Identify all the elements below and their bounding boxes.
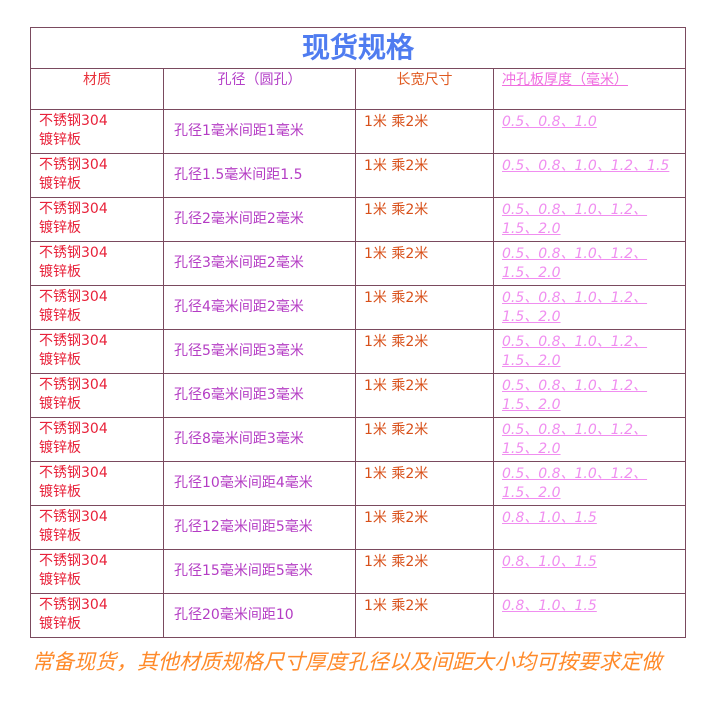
table-row: 不锈钢304 镀锌板 孔径3毫米间距2毫米 1米 乘2米 0.5、0.8、1.0、1.… — [30, 241, 687, 286]
hole-cell: 孔径1.5毫米间距1.5 — [163, 153, 356, 198]
material-cell: 不锈钢304 镀锌板 — [30, 241, 164, 286]
table-row: 不锈钢304 镀锌板 孔径8毫米间距3毫米 1米 乘2米 0.5、0.8、1.0、1.… — [30, 417, 687, 462]
spec-table: 现货规格 材质 孔径（圆孔） 长宽尺寸 冲孔板厚度（毫米） 不锈钢304 镀锌板… — [29, 27, 687, 638]
hole-cell: 孔径4毫米间距2毫米 — [163, 285, 356, 330]
hole-cell: 孔径20毫米间距10 — [163, 593, 356, 638]
table-row: 不锈钢304 镀锌板 孔径4毫米间距2毫米 1米 乘2米 0.5、0.8、1.0、1.… — [30, 285, 687, 330]
footer-note: 常备现货，其他材质规格尺寸厚度孔径以及间距大小均可按要求定做 — [32, 650, 662, 674]
size-cell: 1米 乘2米 — [355, 549, 494, 594]
header-size: 长宽尺寸 — [355, 68, 494, 110]
thickness-cell: 0.5、0.8、1.0、1.2、1.5、2.0 — [492, 197, 687, 242]
table-row: 不锈钢304 镀锌板 孔径12毫米间距5毫米 1米 乘2米 0.8、1.0、1.5 — [30, 505, 687, 550]
hole-cell: 孔径15毫米间距5毫米 — [163, 549, 356, 594]
thickness-cell: 0.5、0.8、1.0、1.2、1.5 — [492, 153, 687, 198]
size-cell: 1米 乘2米 — [355, 197, 494, 242]
size-cell: 1米 乘2米 — [355, 373, 494, 418]
hole-cell: 孔径8毫米间距3毫米 — [163, 417, 356, 462]
hole-cell: 孔径3毫米间距2毫米 — [163, 241, 356, 286]
table-row: 不锈钢304 镀锌板 孔径5毫米间距3毫米 1米 乘2米 0.5、0.8、1.0、1.… — [30, 329, 687, 374]
thickness-cell: 0.5、0.8、1.0、1.2、1.5、2.0 — [492, 417, 687, 462]
table-row: 不锈钢304 镀锌板 孔径15毫米间距5毫米 1米 乘2米 0.8、1.0、1.5 — [30, 549, 687, 594]
thickness-cell: 0.5、0.8、1.0、1.2、1.5、2.0 — [492, 373, 687, 418]
material-cell: 不锈钢304 镀锌板 — [30, 285, 164, 330]
thickness-cell: 0.5、0.8、1.0、1.2、1.5、2.0 — [492, 329, 687, 374]
material-cell: 不锈钢304 镀锌板 — [30, 373, 164, 418]
material-cell: 不锈钢304 镀锌板 — [30, 549, 164, 594]
page-content: 现货规格 材质 孔径（圆孔） 长宽尺寸 冲孔板厚度（毫米） 不锈钢304 镀锌板… — [29, 27, 687, 674]
hole-cell: 孔径1毫米间距1毫米 — [163, 109, 356, 154]
header-material: 材质 — [30, 68, 164, 110]
header-thickness: 冲孔板厚度（毫米） — [492, 68, 687, 110]
hole-cell: 孔径2毫米间距2毫米 — [163, 197, 356, 242]
thickness-cell: 0.5、0.8、1.0、1.2、1.5、2.0 — [492, 241, 687, 286]
size-cell: 1米 乘2米 — [355, 241, 494, 286]
table-row: 不锈钢304 镀锌板 孔径2毫米间距2毫米 1米 乘2米 0.5、0.8、1.0、1.… — [30, 197, 687, 242]
material-cell: 不锈钢304 镀锌板 — [30, 593, 164, 638]
hole-cell: 孔径10毫米间距4毫米 — [163, 461, 356, 506]
material-cell: 不锈钢304 镀锌板 — [30, 153, 164, 198]
hole-cell: 孔径6毫米间距3毫米 — [163, 373, 356, 418]
table-row: 不锈钢304 镀锌板 孔径1毫米间距1毫米 1米 乘2米 0.5、0.8、1.0 — [30, 109, 687, 154]
header-row: 材质 孔径（圆孔） 长宽尺寸 冲孔板厚度（毫米） — [30, 68, 687, 110]
table-row: 不锈钢304 镀锌板 孔径1.5毫米间距1.5 1米 乘2米 0.5、0.8、1.0、… — [30, 153, 687, 198]
table-row: 不锈钢304 镀锌板 孔径20毫米间距10 1米 乘2米 0.8、1.0、1.5 — [30, 593, 687, 638]
thickness-cell: 0.8、1.0、1.5 — [492, 505, 687, 550]
hole-cell: 孔径5毫米间距3毫米 — [163, 329, 356, 374]
page-title: 现货规格 — [29, 27, 687, 69]
hole-cell: 孔径12毫米间距5毫米 — [163, 505, 356, 550]
size-cell: 1米 乘2米 — [355, 505, 494, 550]
header-hole: 孔径（圆孔） — [163, 68, 356, 110]
thickness-cell: 0.8、1.0、1.5 — [492, 549, 687, 594]
table-row: 不锈钢304 镀锌板 孔径6毫米间距3毫米 1米 乘2米 0.5、0.8、1.0、1.… — [30, 373, 687, 418]
size-cell: 1米 乘2米 — [355, 461, 494, 506]
material-cell: 不锈钢304 镀锌板 — [30, 461, 164, 506]
size-cell: 1米 乘2米 — [355, 153, 494, 198]
material-cell: 不锈钢304 镀锌板 — [30, 417, 164, 462]
size-cell: 1米 乘2米 — [355, 329, 494, 374]
material-cell: 不锈钢304 镀锌板 — [30, 505, 164, 550]
size-cell: 1米 乘2米 — [355, 417, 494, 462]
thickness-cell: 0.5、0.8、1.0 — [492, 109, 687, 154]
thickness-cell: 0.5、0.8、1.0、1.2、1.5、2.0 — [492, 461, 687, 506]
size-cell: 1米 乘2米 — [355, 109, 494, 154]
material-cell: 不锈钢304 镀锌板 — [30, 329, 164, 374]
thickness-cell: 0.5、0.8、1.0、1.2、1.5、2.0 — [492, 285, 687, 330]
thickness-cell: 0.8、1.0、1.5 — [492, 593, 687, 638]
material-cell: 不锈钢304 镀锌板 — [30, 109, 164, 154]
size-cell: 1米 乘2米 — [355, 285, 494, 330]
material-cell: 不锈钢304 镀锌板 — [30, 197, 164, 242]
table-row: 不锈钢304 镀锌板 孔径10毫米间距4毫米 1米 乘2米 0.5、0.8、1.0、1… — [30, 461, 687, 506]
size-cell: 1米 乘2米 — [355, 593, 494, 638]
